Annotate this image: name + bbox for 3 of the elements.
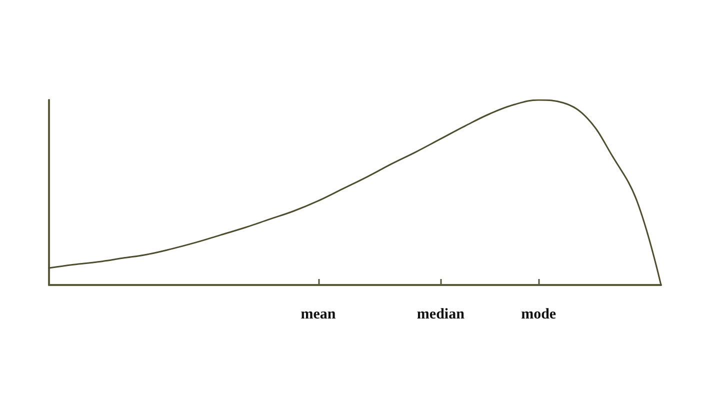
x-tick-label: mean [300,306,336,322]
x-tick-label: median [416,306,466,322]
x-tick-label: mode [521,306,556,322]
